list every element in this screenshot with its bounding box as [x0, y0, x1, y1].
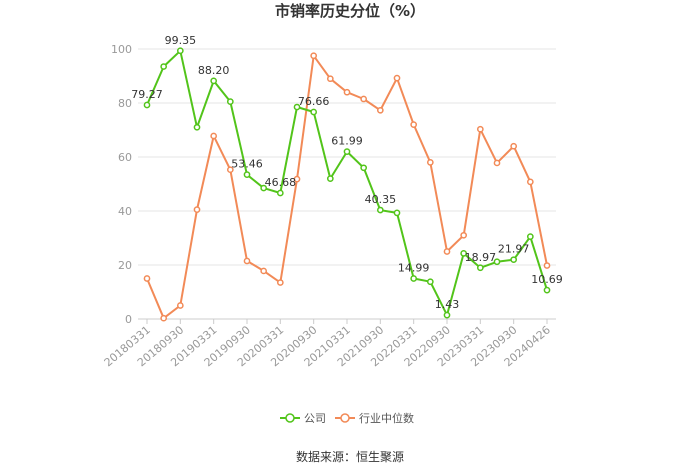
data-point-1 — [326, 75, 334, 83]
data-point-1 — [193, 206, 201, 213]
data-point-1 — [276, 279, 284, 286]
series-layer — [143, 47, 551, 322]
data-point-0 — [193, 123, 201, 131]
data-label: 99.35 — [165, 34, 197, 47]
data-point-0 — [160, 63, 168, 70]
y-tick-label: 80 — [118, 97, 132, 110]
data-point-0 — [243, 171, 251, 179]
data-point-0 — [543, 286, 551, 294]
data-point-1 — [393, 74, 401, 82]
data-point-0 — [426, 278, 434, 286]
data-point-0 — [143, 101, 151, 109]
data-point-0 — [210, 77, 218, 85]
chart-title: 市销率历史分位（%） — [275, 2, 425, 20]
data-point-0 — [360, 164, 368, 172]
data-point-0 — [226, 98, 234, 106]
data-label: 21.97 — [498, 243, 530, 256]
data-point-0 — [476, 264, 484, 272]
x-axis: 2018033120180930201903312019093020200331… — [102, 319, 553, 369]
data-point-1 — [443, 248, 451, 255]
data-point-1 — [493, 159, 501, 167]
data-label: 46.68 — [265, 176, 297, 189]
data-point-1 — [343, 88, 351, 96]
legend-label: 公司 — [304, 412, 326, 425]
data-point-0 — [493, 258, 501, 266]
data-point-0 — [276, 189, 284, 197]
data-point-1 — [376, 106, 384, 114]
data-point-1 — [310, 52, 318, 60]
data-point-0 — [410, 275, 418, 282]
data-point-1 — [510, 142, 518, 150]
data-label: 14.99 — [398, 262, 430, 275]
y-tick-label: 0 — [125, 313, 132, 326]
data-point-0 — [393, 209, 401, 217]
data-label: 10.69 — [531, 273, 563, 286]
data-label: 79.27 — [131, 88, 163, 101]
legend-label: 行业中位数 — [359, 411, 414, 425]
data-label: 76.66 — [298, 95, 330, 108]
data-point-0 — [293, 103, 301, 111]
data-point-1 — [426, 159, 434, 166]
data-point-1 — [226, 166, 234, 174]
data-point-1 — [476, 125, 484, 133]
data-label: 53.46 — [231, 158, 263, 171]
data-point-1 — [260, 267, 268, 275]
legend-marker — [340, 413, 350, 423]
data-label: 88.20 — [198, 64, 230, 77]
data-label: 40.35 — [365, 193, 397, 206]
legend-item-1[interactable]: 行业中位数 — [335, 411, 414, 425]
data-point-1 — [176, 302, 184, 309]
legend-marker — [285, 413, 295, 423]
data-point-0 — [260, 184, 268, 192]
data-point-0 — [310, 108, 318, 116]
source-note: 数据来源：恒生聚源 — [296, 449, 404, 464]
y-axis: 0 20 40 60 80 100 — [111, 43, 132, 326]
data-point-0 — [510, 256, 518, 264]
data-point-0 — [343, 148, 351, 155]
y-tick-label: 60 — [118, 151, 132, 164]
data-point-1 — [410, 121, 418, 128]
data-point-0 — [443, 311, 451, 319]
data-point-1 — [210, 132, 218, 140]
data-label: 1.43 — [435, 298, 460, 311]
data-point-0 — [460, 250, 468, 257]
data-point-1 — [360, 95, 368, 103]
data-point-1 — [543, 262, 551, 269]
data-point-1 — [460, 231, 468, 239]
data-point-1 — [526, 178, 534, 186]
y-tick-label: 100 — [111, 43, 132, 56]
data-point-1 — [243, 257, 251, 265]
data-point-1 — [143, 275, 151, 282]
data-label: 61.99 — [331, 135, 363, 148]
data-point-0 — [526, 233, 534, 240]
data-point-1 — [160, 314, 168, 322]
legend[interactable]: 公司 行业中位数 — [280, 411, 414, 425]
y-tick-label: 20 — [118, 259, 132, 272]
data-point-1 — [293, 175, 301, 183]
grid — [138, 48, 556, 320]
y-tick-label: 40 — [118, 205, 132, 218]
data-point-0 — [376, 206, 384, 214]
data-point-0 — [176, 47, 184, 55]
legend-item-0[interactable]: 公司 — [280, 412, 326, 425]
data-label: 18.97 — [465, 251, 497, 264]
data-point-0 — [326, 175, 334, 182]
